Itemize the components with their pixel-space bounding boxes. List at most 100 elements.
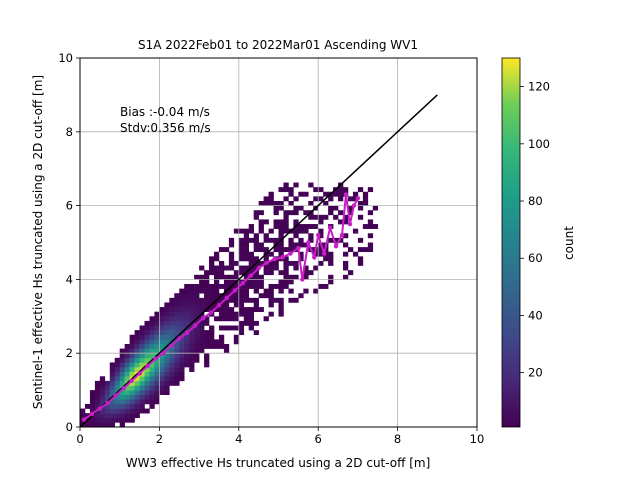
- heatmap-cell: [149, 339, 155, 345]
- heatmap-cell: [248, 228, 254, 234]
- heatmap-cell: [194, 297, 200, 303]
- heatmap-cell: [298, 242, 304, 248]
- heatmap-cell: [199, 330, 205, 336]
- heatmap-cell: [109, 371, 116, 377]
- heatmap-cell: [268, 265, 274, 271]
- y-axis-ticks: 0 2 4 6 8 10: [58, 51, 80, 434]
- heatmap-cell: [293, 228, 299, 234]
- x-tick-label: 8: [394, 432, 401, 446]
- heatmap-cell: [189, 339, 195, 345]
- heatmap-cell: [278, 302, 284, 308]
- heatmap-cell: [209, 265, 215, 271]
- heatmap-cell: [288, 288, 294, 294]
- heatmap-cell: [268, 302, 274, 308]
- heatmap-cell: [104, 408, 111, 414]
- heatmap-cell: [218, 265, 225, 271]
- heatmap-cell: [273, 297, 279, 303]
- heatmap-cell: [144, 390, 150, 396]
- heatmap-cell: [104, 403, 111, 409]
- heatmap-cell: [169, 311, 175, 317]
- binned-mean-point: [113, 393, 118, 398]
- heatmap-cell: [109, 408, 116, 414]
- heatmap-cell: [273, 210, 279, 216]
- heatmap-cell: [293, 242, 299, 248]
- heatmap-cell: [223, 307, 230, 312]
- heatmap-cell: [149, 371, 155, 377]
- heatmap-cell: [194, 348, 200, 354]
- heatmap-cell: [223, 302, 230, 308]
- heatmap-cell: [199, 284, 205, 289]
- heatmap-cell: [233, 284, 240, 289]
- heatmap-cell: [357, 187, 364, 193]
- heatmap-cell: [228, 256, 235, 262]
- heatmap-cell: [273, 284, 279, 289]
- y-tick-label: 2: [66, 346, 73, 360]
- heatmap-cell: [189, 293, 195, 299]
- heatmap-cell: [134, 339, 140, 345]
- heatmap-cell: [134, 357, 140, 363]
- heatmap-cell: [209, 325, 215, 331]
- heatmap-cell: [268, 228, 274, 234]
- binned-mean-point: [121, 386, 126, 391]
- heatmap-cell: [323, 256, 329, 262]
- heatmap-cell: [318, 219, 324, 225]
- heatmap-cell: [204, 316, 210, 322]
- heatmap-cell: [194, 293, 200, 299]
- heatmap-cell: [184, 362, 190, 368]
- heatmap-cell: [228, 316, 235, 322]
- heatmap-cell: [313, 196, 319, 202]
- heatmap-cell: [298, 256, 304, 262]
- heatmap-cell: [94, 417, 101, 423]
- heatmap-cell: [298, 228, 304, 234]
- heatmap-cell: [124, 413, 130, 419]
- heatmap-cell: [273, 205, 279, 211]
- heatmap-cell: [283, 256, 289, 262]
- x-tick-label: 6: [315, 432, 322, 446]
- x-axis-ticks: 0 2 4 6 8 10: [76, 427, 484, 446]
- heatmap-cell: [278, 247, 284, 253]
- heatmap-cell: [213, 307, 220, 312]
- heatmap-cell: [209, 339, 215, 345]
- binned-mean-point: [192, 323, 198, 328]
- heatmap-cell: [154, 385, 160, 391]
- heatmap-cell: [159, 339, 165, 345]
- heatmap-cell: [263, 293, 269, 299]
- heatmap-cell: [184, 320, 190, 326]
- heatmap-cell: [278, 242, 284, 248]
- heatmap-cell: [218, 260, 225, 266]
- heatmap-cell: [253, 233, 259, 239]
- heatmap-cell: [149, 362, 155, 368]
- y-tick-label: 4: [66, 272, 73, 286]
- heatmap-cell: [184, 288, 190, 294]
- heatmap-cell: [213, 270, 220, 276]
- heatmap-cell: [184, 302, 190, 308]
- heatmap-cell: [149, 334, 155, 340]
- heatmap-cell: [253, 274, 259, 280]
- heatmap-cell: [134, 376, 140, 382]
- heatmap-cell: [189, 343, 195, 349]
- heatmap-cell: [238, 237, 245, 243]
- heatmap-cell: [223, 311, 230, 317]
- heatmap-cell: [99, 394, 106, 400]
- heatmap-cell: [318, 196, 324, 202]
- heatmap-cell: [149, 353, 155, 359]
- heatmap-cell: [243, 279, 250, 285]
- heatmap-cell: [159, 330, 165, 336]
- heatmap-cell: [139, 385, 145, 391]
- heatmap-cell: [228, 279, 235, 285]
- heatmap-cell: [288, 297, 294, 303]
- heatmap-cell: [258, 279, 264, 285]
- heatmap-cell: [204, 274, 210, 280]
- heatmap-cell: [174, 362, 180, 368]
- y-tick-label: 10: [58, 51, 73, 65]
- heatmap-cell: [164, 376, 170, 382]
- heatmap-cell: [293, 297, 299, 303]
- heatmap-cell: [248, 325, 254, 331]
- heatmap-cell: [303, 270, 309, 276]
- heatmap-cell: [352, 196, 359, 202]
- heatmap-cell: [89, 399, 96, 405]
- heatmap-cell: [243, 265, 250, 271]
- heatmap-cell: [179, 353, 185, 359]
- heatmap-cell: [114, 403, 120, 409]
- heatmap-cell: [179, 357, 185, 363]
